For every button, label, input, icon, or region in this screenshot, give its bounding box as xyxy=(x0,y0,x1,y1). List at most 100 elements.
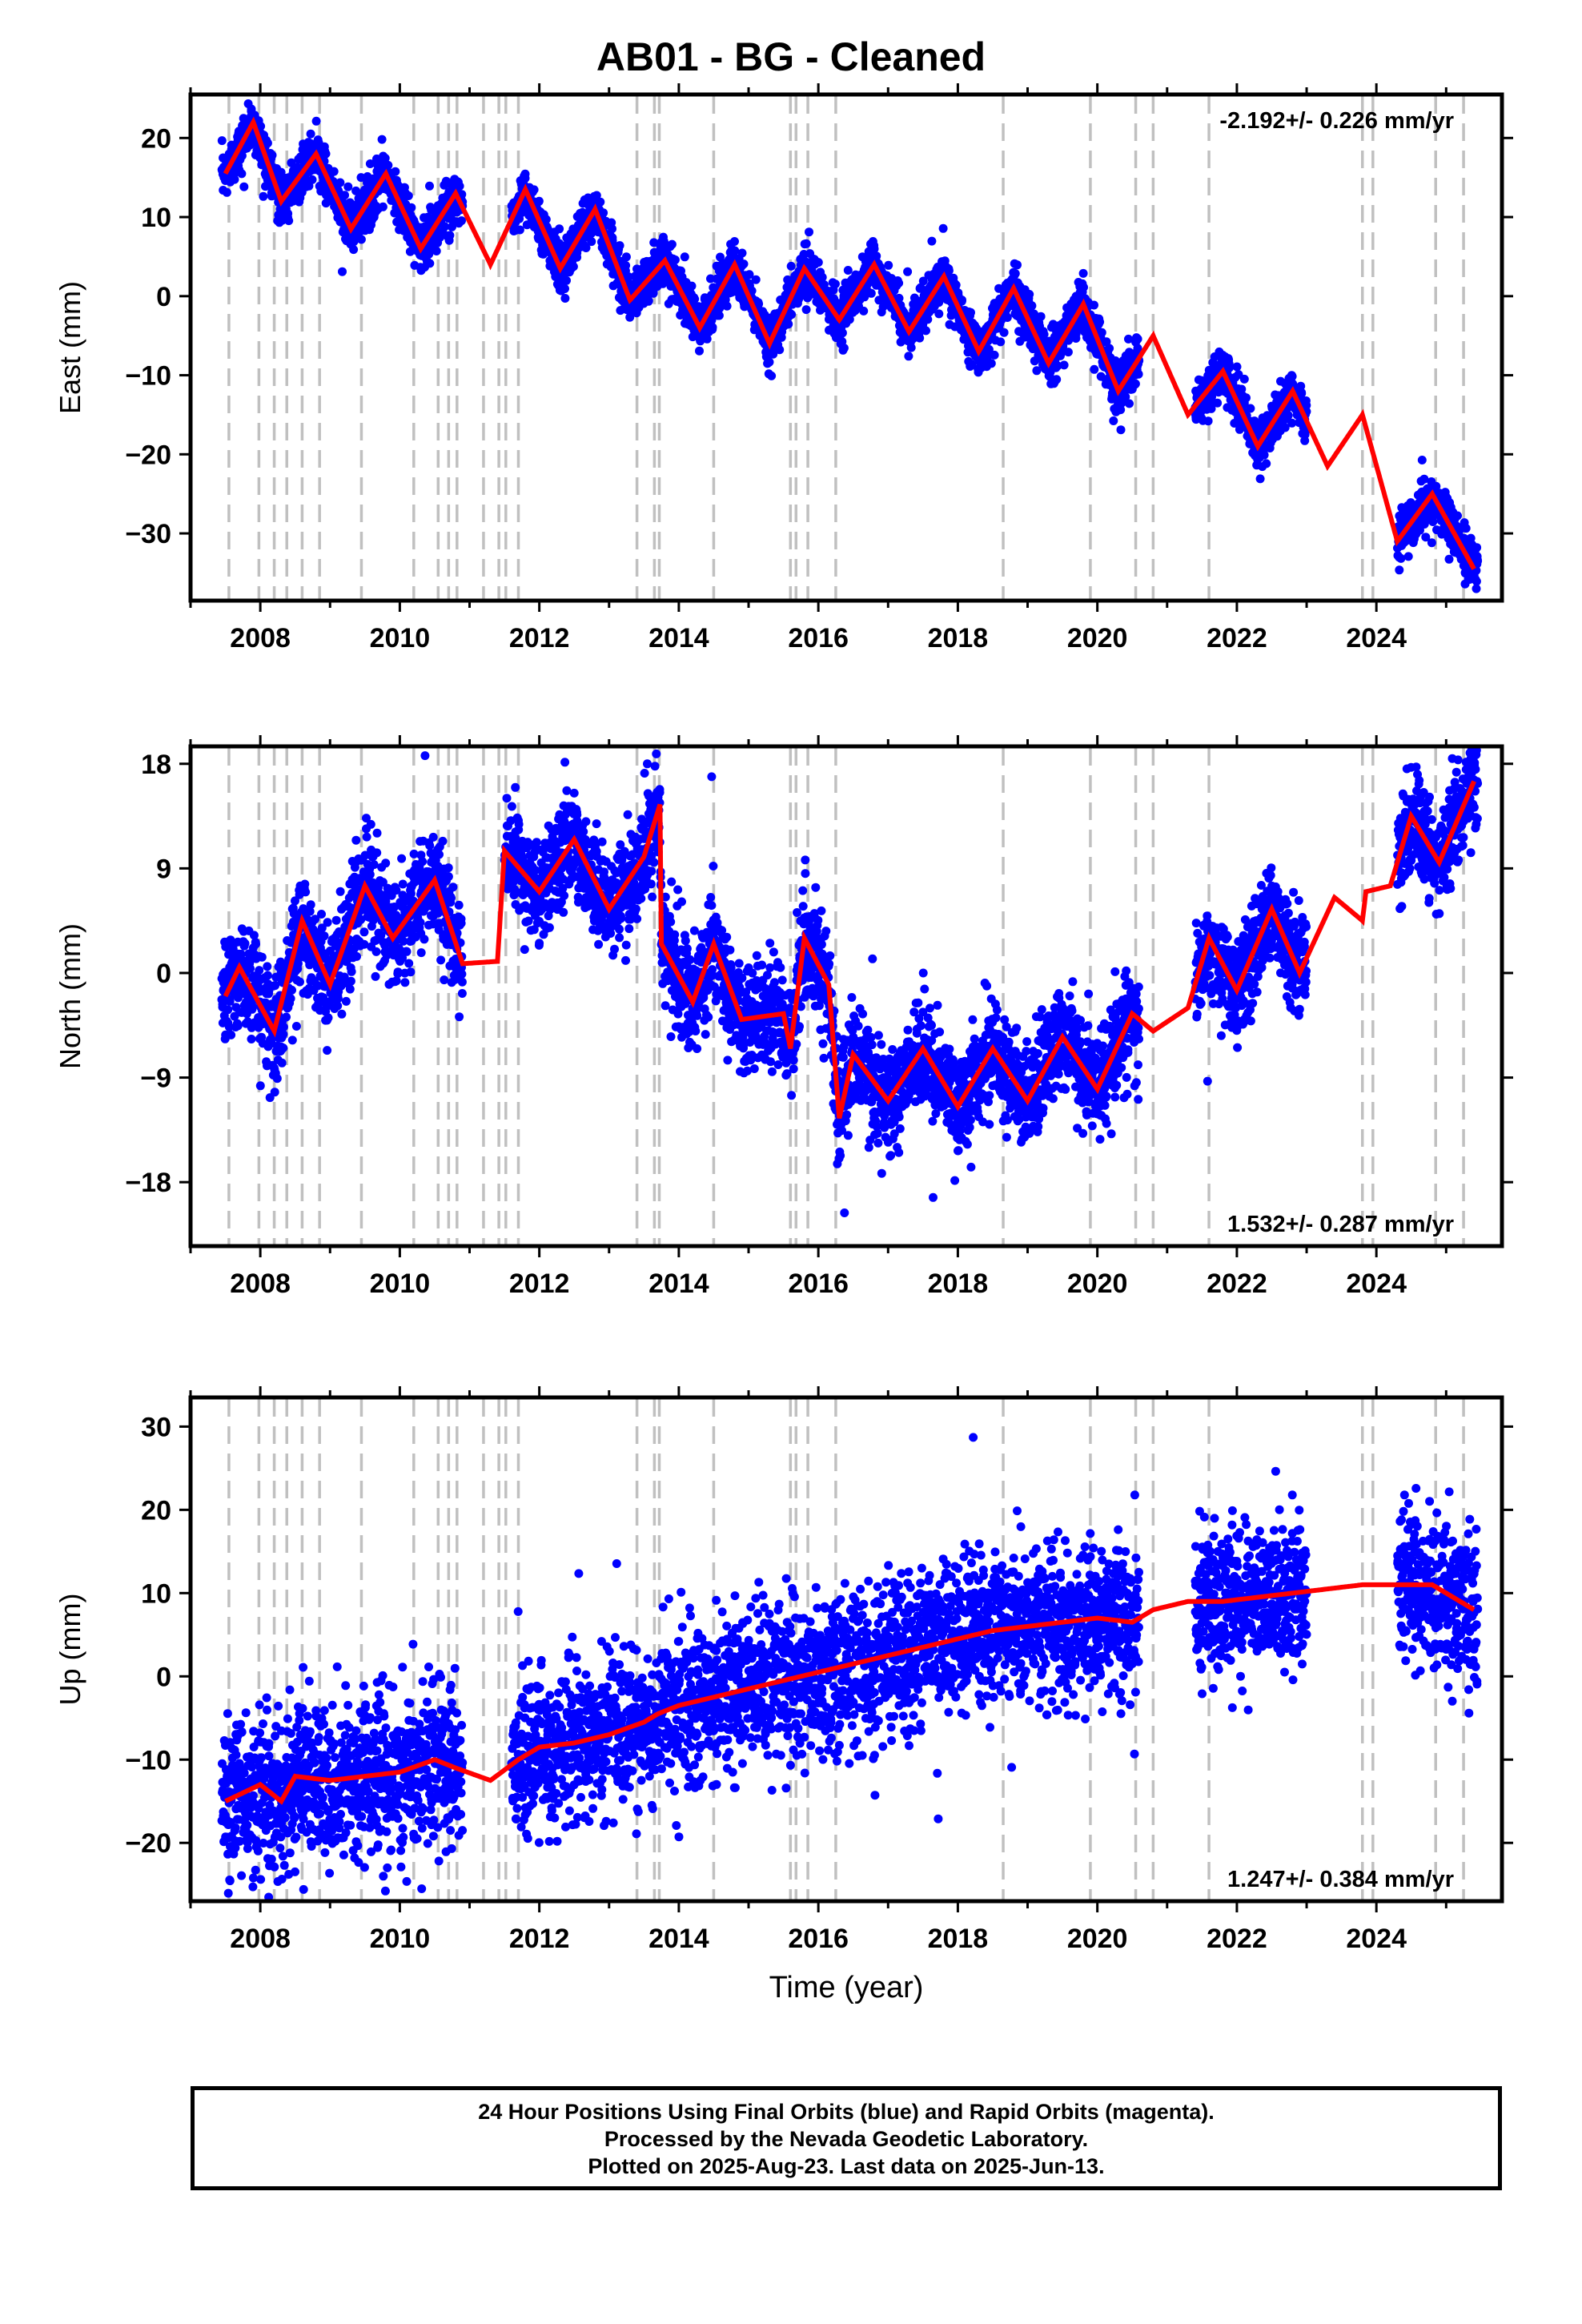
y-tick-label: −20 xyxy=(125,440,171,470)
data-point xyxy=(894,279,904,287)
data-point xyxy=(432,247,441,255)
data-point xyxy=(1109,416,1118,425)
data-point xyxy=(680,252,689,262)
offset-lines xyxy=(227,748,1465,1244)
data-point xyxy=(321,149,331,159)
data-point xyxy=(843,266,853,275)
data-point xyxy=(457,216,466,226)
data-point xyxy=(338,267,347,276)
data-point xyxy=(351,186,361,195)
data-point xyxy=(237,169,247,179)
data-point xyxy=(1116,425,1126,435)
data-point xyxy=(944,266,954,275)
data-point xyxy=(927,236,937,246)
data-point xyxy=(237,151,247,160)
data-point xyxy=(813,258,823,267)
data-point xyxy=(999,328,1009,337)
data-point xyxy=(754,300,764,308)
data-point xyxy=(263,139,272,148)
data-point xyxy=(592,191,601,200)
data-point xyxy=(1133,334,1142,344)
data-point xyxy=(990,350,999,360)
data-point xyxy=(1224,359,1234,368)
data-point xyxy=(1078,268,1088,278)
y-tick-label: 10 xyxy=(141,203,171,233)
data-point xyxy=(335,178,345,187)
data-point xyxy=(263,971,272,980)
data-point xyxy=(996,337,1006,347)
data-point xyxy=(1036,312,1046,321)
data-point xyxy=(581,243,591,252)
data-point xyxy=(667,239,677,249)
data-point xyxy=(621,252,631,262)
data-point xyxy=(1134,369,1143,379)
y-tick-label: −30 xyxy=(125,519,171,549)
data-point xyxy=(562,275,571,285)
data-point xyxy=(256,122,266,131)
data-point xyxy=(282,1012,291,1022)
data-point xyxy=(1125,399,1134,408)
data-point xyxy=(1013,260,1022,270)
x-tick-label: 2010 xyxy=(370,623,431,653)
data-point xyxy=(687,281,697,291)
x-tick-label: 2022 xyxy=(1207,623,1267,653)
data-point xyxy=(830,279,840,289)
data-point xyxy=(560,294,570,303)
data-point xyxy=(340,191,349,200)
data-point xyxy=(378,202,387,211)
x-tick-label: 2016 xyxy=(788,623,849,653)
velocity-label: -2.192+/- 0.226 mm/yr xyxy=(1219,108,1454,134)
timeseries-plots: 2008 2010 2012 2014 2016 2018 2020 2022 20242010… xyxy=(54,83,1513,2004)
x-tick-label: 2014 xyxy=(648,623,709,653)
data-point xyxy=(1242,393,1251,403)
data-point xyxy=(1239,374,1249,384)
data-point xyxy=(751,275,761,284)
y-tick-label: −10 xyxy=(125,361,171,392)
data-point xyxy=(263,962,272,971)
data-point xyxy=(223,1005,233,1015)
data-point xyxy=(529,185,539,195)
data-point xyxy=(1395,565,1404,575)
x-tick-label: 2020 xyxy=(1067,623,1128,653)
data-point xyxy=(257,952,267,962)
data-point xyxy=(1059,360,1069,370)
data-point xyxy=(714,311,724,320)
data-point xyxy=(587,237,596,247)
data-point xyxy=(708,323,717,332)
data-point xyxy=(801,305,811,315)
data-point xyxy=(1262,459,1271,468)
data-point xyxy=(872,251,881,261)
data-point xyxy=(1472,543,1482,553)
data-point xyxy=(255,966,264,975)
y-axis-label: East (mm) xyxy=(54,281,86,414)
data-point xyxy=(1063,348,1073,357)
data-point xyxy=(568,262,578,271)
data-point xyxy=(251,939,260,949)
data-point xyxy=(1472,555,1482,565)
data-point xyxy=(624,272,633,282)
x-tick-label: 2008 xyxy=(230,623,291,653)
data-point xyxy=(915,333,925,343)
data-point xyxy=(702,334,712,344)
data-point xyxy=(599,208,608,218)
data-point xyxy=(934,309,944,319)
data-point xyxy=(986,359,996,368)
data-point xyxy=(217,136,227,146)
data-point xyxy=(1453,511,1462,521)
data-point xyxy=(670,255,680,264)
data-point xyxy=(608,224,616,234)
panel-east: 2008 2010 2012 2014 2016 2018 2020 2022 20242010… xyxy=(54,83,1513,653)
data-point xyxy=(427,205,436,215)
data-point xyxy=(329,167,339,176)
data-point xyxy=(277,1058,287,1068)
data-point xyxy=(1097,328,1106,337)
data-point xyxy=(425,259,435,268)
data-point xyxy=(1025,290,1034,299)
data-point xyxy=(730,237,739,246)
data-point xyxy=(767,371,777,380)
data-point xyxy=(859,306,869,316)
data-point xyxy=(222,187,231,197)
data-point xyxy=(1396,553,1406,563)
data-point xyxy=(515,225,524,235)
data-point xyxy=(541,215,551,224)
